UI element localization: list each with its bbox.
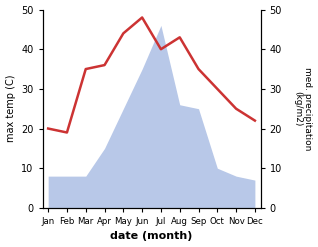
X-axis label: date (month): date (month) <box>110 231 193 242</box>
Y-axis label: max temp (C): max temp (C) <box>5 75 16 143</box>
Y-axis label: med. precipitation
(kg/m2): med. precipitation (kg/m2) <box>293 67 313 150</box>
